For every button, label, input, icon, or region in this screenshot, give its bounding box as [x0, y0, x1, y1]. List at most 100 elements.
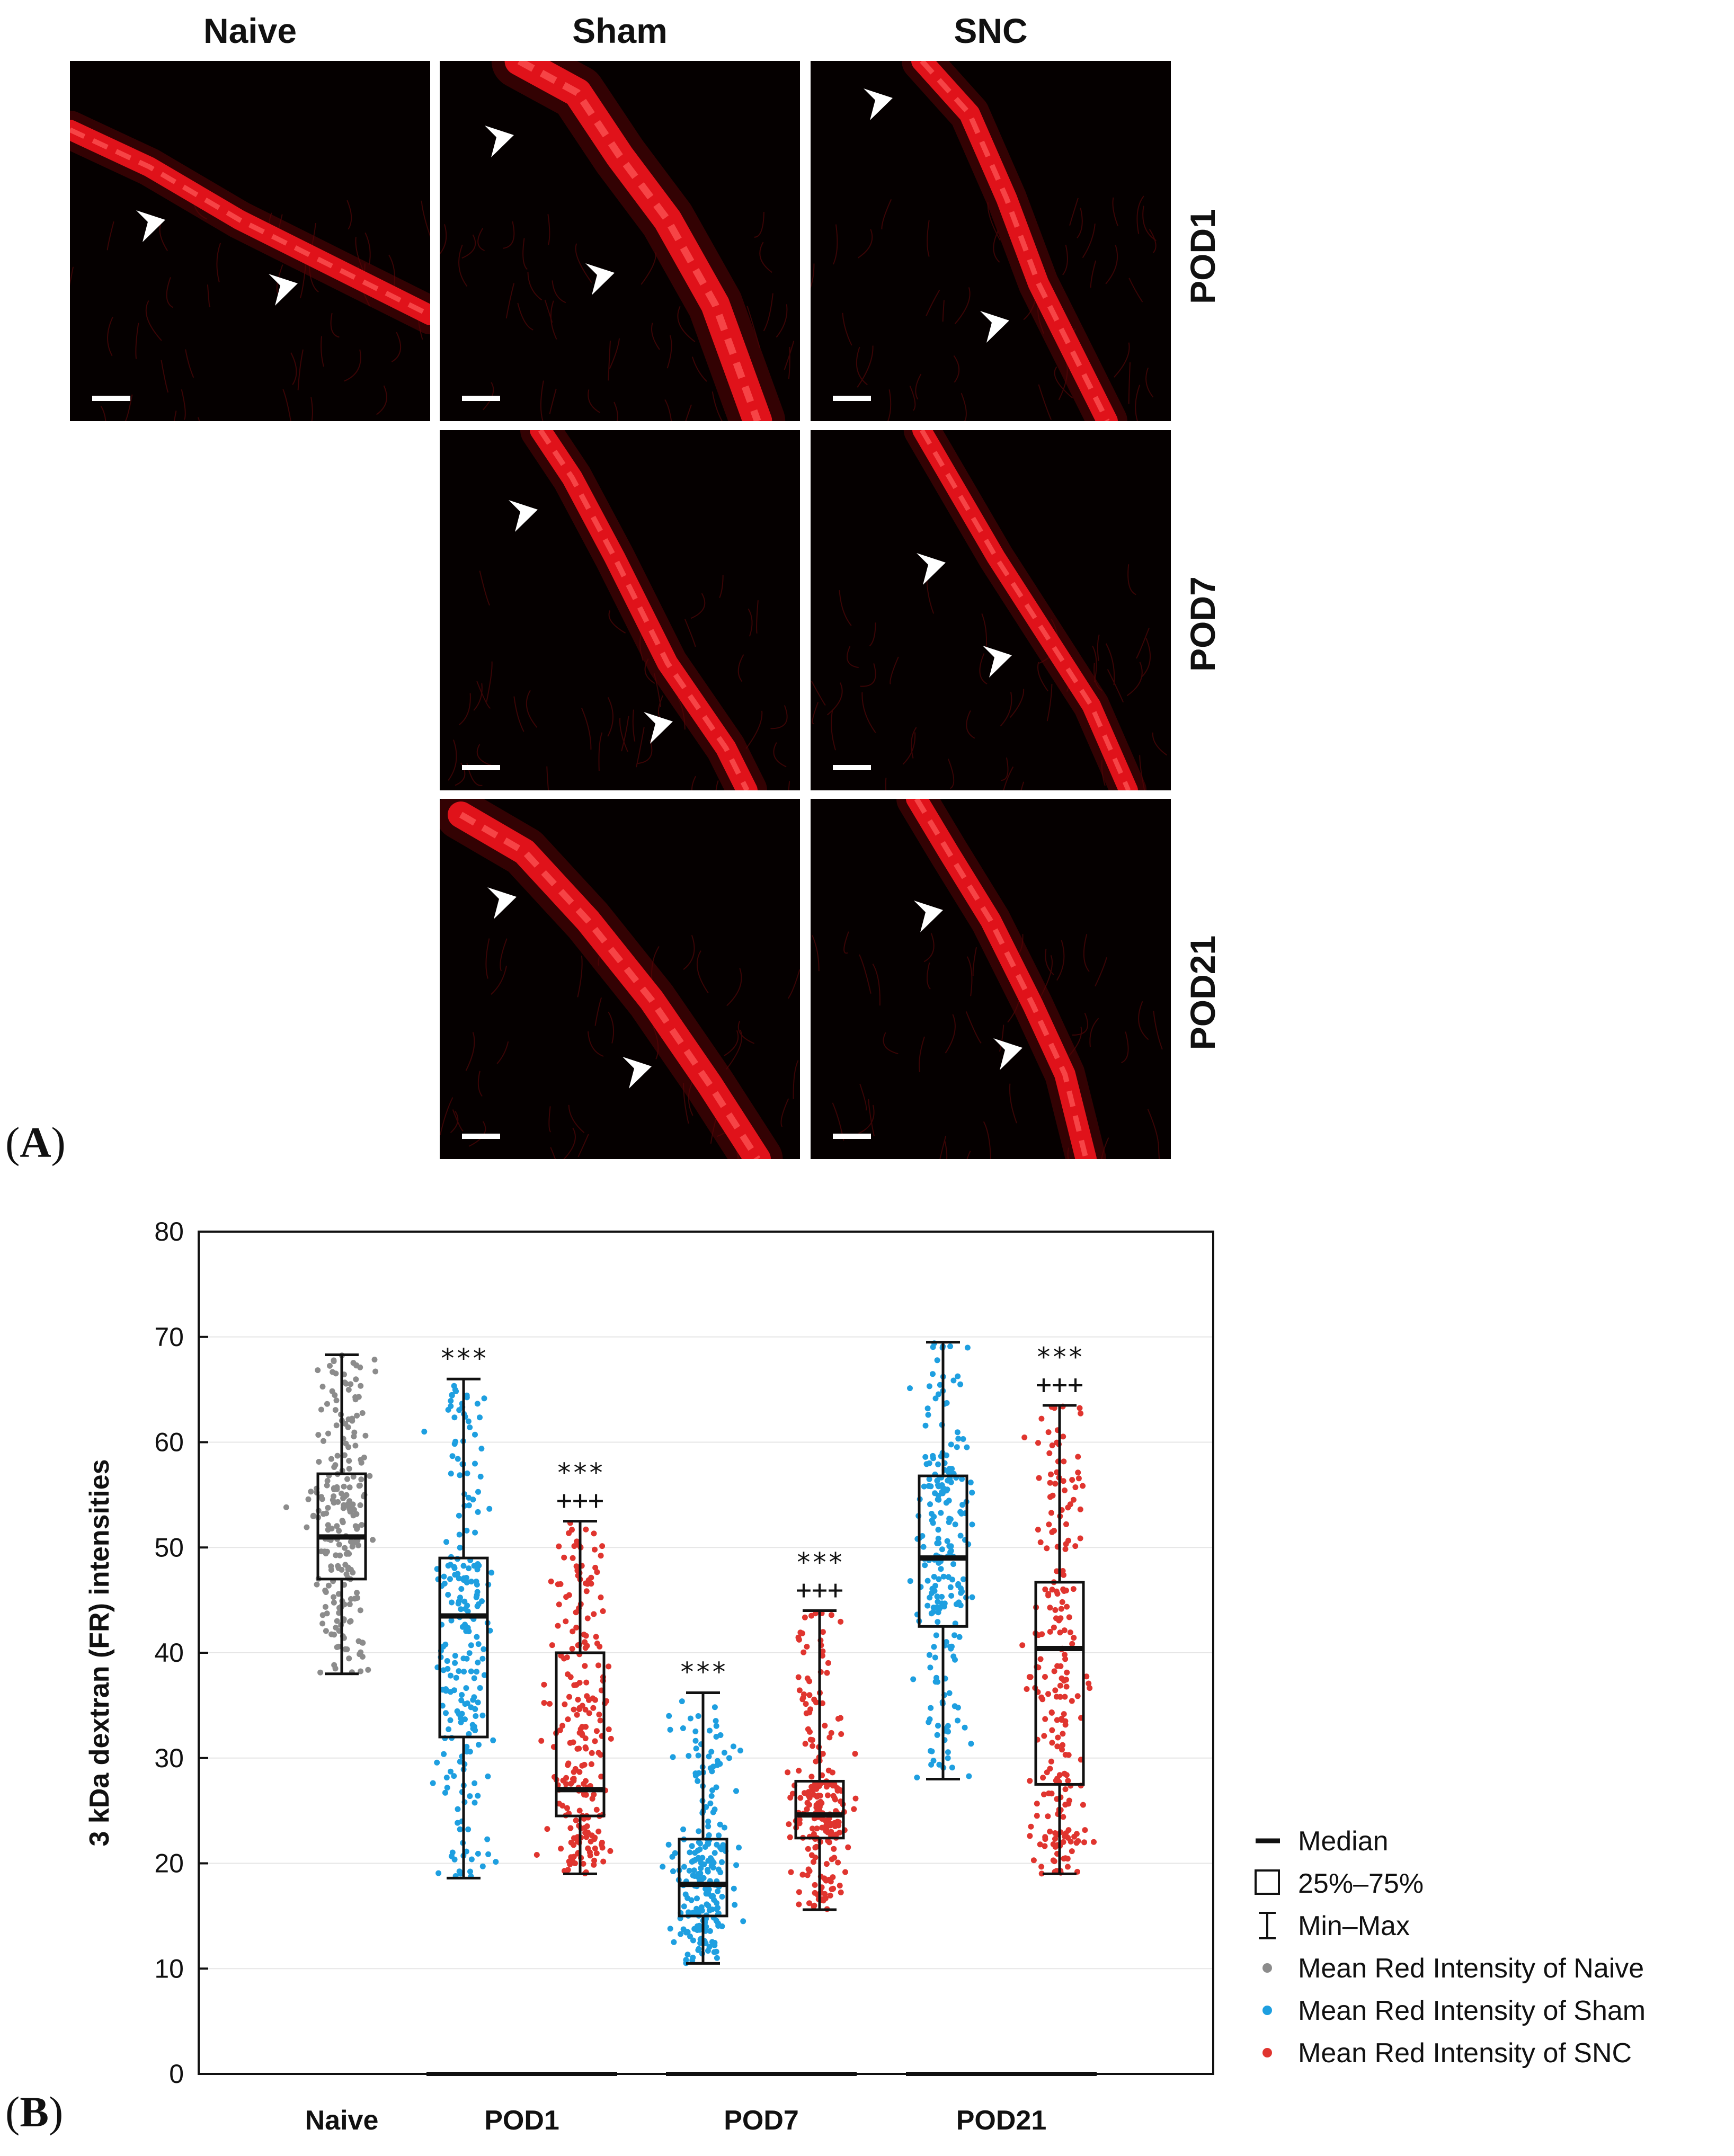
- data-point: [962, 1724, 968, 1731]
- data-point: [710, 1809, 716, 1815]
- data-point: [477, 1414, 483, 1421]
- data-point: [449, 1453, 456, 1459]
- data-point: [336, 1542, 342, 1548]
- data-point: [569, 1645, 575, 1652]
- data-point: [353, 1511, 360, 1517]
- arrowhead-icon: [983, 646, 1012, 678]
- data-point: [467, 1424, 473, 1430]
- data-point: [1062, 1652, 1068, 1658]
- data-point: [805, 1866, 812, 1873]
- data-point: [1054, 1591, 1061, 1597]
- data-point: [321, 1438, 326, 1444]
- data-point: [667, 1926, 673, 1932]
- data-point: [819, 1700, 825, 1706]
- data-point: [458, 1697, 465, 1704]
- data-point: [935, 1527, 941, 1533]
- axes: 0 10 20 30 40 50 60 70 80 Naive POD1 POD7 POD21: [154, 1217, 1097, 2136]
- data-point: [472, 1431, 478, 1438]
- data-point: [1069, 1477, 1075, 1483]
- data-point: [371, 1357, 378, 1363]
- data-point: [579, 1732, 585, 1738]
- data-point: [354, 1590, 360, 1596]
- data-point: [607, 1848, 613, 1854]
- data-point: [835, 1819, 842, 1825]
- data-point: [838, 1731, 844, 1737]
- micrograph-naive-pod1: [70, 61, 430, 421]
- data-point: [348, 1618, 354, 1624]
- scale-bar: [833, 1134, 871, 1139]
- data-point: [331, 1357, 337, 1364]
- data-point: [822, 1723, 828, 1729]
- data-point: [474, 1634, 480, 1640]
- data-point: [830, 1885, 837, 1892]
- data-point: [687, 1849, 693, 1856]
- data-point: [444, 1785, 450, 1791]
- data-point: [1051, 1668, 1057, 1674]
- data-point: [968, 1741, 974, 1747]
- data-point: [1059, 1747, 1065, 1753]
- data-point: [323, 1510, 330, 1517]
- data-point: [455, 1820, 461, 1826]
- data-point: [722, 1824, 727, 1831]
- data-point: [922, 1562, 928, 1569]
- data-point: [838, 1618, 844, 1625]
- data-point: [462, 1606, 468, 1612]
- data-point: [451, 1773, 457, 1779]
- data-point: [959, 1502, 966, 1508]
- data-point: [681, 1864, 687, 1870]
- data-point: [344, 1476, 350, 1482]
- data-point: [608, 1735, 614, 1742]
- data-point: [430, 1780, 436, 1786]
- data-point: [831, 1846, 837, 1852]
- data-point: [333, 1625, 339, 1631]
- data-point: [955, 1436, 962, 1442]
- data-point: [922, 1454, 929, 1460]
- data-point: [342, 1562, 349, 1568]
- data-point: [584, 1823, 590, 1829]
- data-point: [719, 1923, 725, 1929]
- data-point: [813, 1699, 819, 1706]
- data-point: [310, 1512, 317, 1519]
- data-point: [477, 1474, 484, 1480]
- data-point: [831, 1855, 838, 1861]
- data-point: [957, 1509, 964, 1515]
- data-point: [576, 1807, 583, 1814]
- data-point: [824, 1781, 831, 1788]
- data-point: [811, 1859, 816, 1865]
- data-point: [710, 1865, 716, 1870]
- data-point: [481, 1672, 487, 1678]
- data-point: [947, 1343, 954, 1350]
- data-point: [583, 1588, 590, 1594]
- data-point: [713, 1718, 719, 1724]
- data-point: [831, 1795, 838, 1801]
- data-point: [1048, 1471, 1054, 1477]
- data-point: [696, 1922, 703, 1929]
- data-point: [474, 1589, 481, 1595]
- data-point: [451, 1565, 458, 1571]
- column-header-naive: Naive: [203, 11, 297, 50]
- data-point: [544, 1826, 550, 1832]
- data-point: [928, 1705, 934, 1711]
- data-point: [1030, 1857, 1037, 1864]
- data-point: [825, 1767, 832, 1774]
- data-point: [708, 1893, 715, 1900]
- data-point: [441, 1573, 447, 1580]
- data-point: [714, 1900, 720, 1906]
- data-point: [330, 1369, 336, 1375]
- data-point: [943, 1639, 949, 1645]
- data-point: [1067, 1629, 1073, 1636]
- data-point: [448, 1768, 453, 1775]
- data-point: [1052, 1687, 1059, 1694]
- data-point: [1065, 1537, 1071, 1544]
- data-point: [315, 1432, 322, 1438]
- arrowhead-icon: [644, 712, 673, 744]
- column-header-sham: Sham: [572, 11, 668, 50]
- data-point: [948, 1543, 954, 1549]
- data-point: [585, 1845, 591, 1851]
- data-point: [452, 1660, 458, 1666]
- data-point: [803, 1701, 809, 1707]
- data-point: [434, 1759, 440, 1766]
- data-point: [1075, 1838, 1081, 1844]
- data-point: [814, 1825, 820, 1832]
- data-point: [680, 1926, 687, 1932]
